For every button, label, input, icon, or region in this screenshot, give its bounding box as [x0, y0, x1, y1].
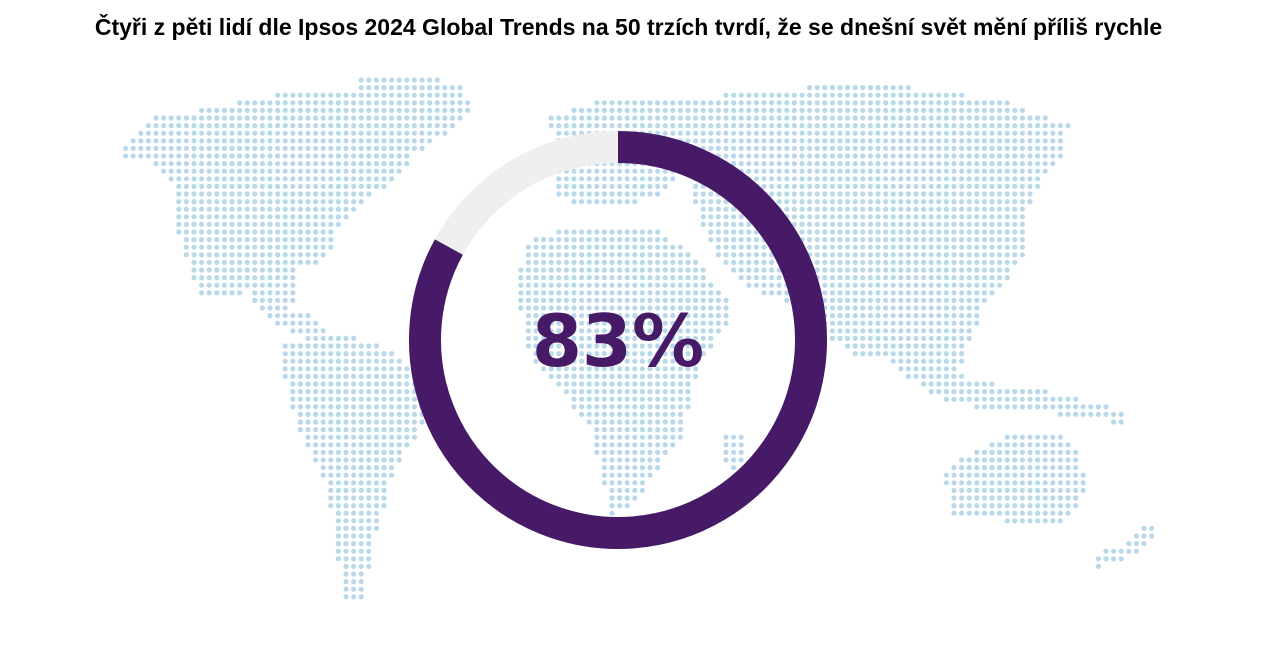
- chart-title: Čtyři z pěti lidí dle Ipsos 2024 Global …: [94, 14, 1163, 40]
- donut-slice-main: [409, 131, 827, 549]
- center-value-label: 83%: [532, 299, 704, 383]
